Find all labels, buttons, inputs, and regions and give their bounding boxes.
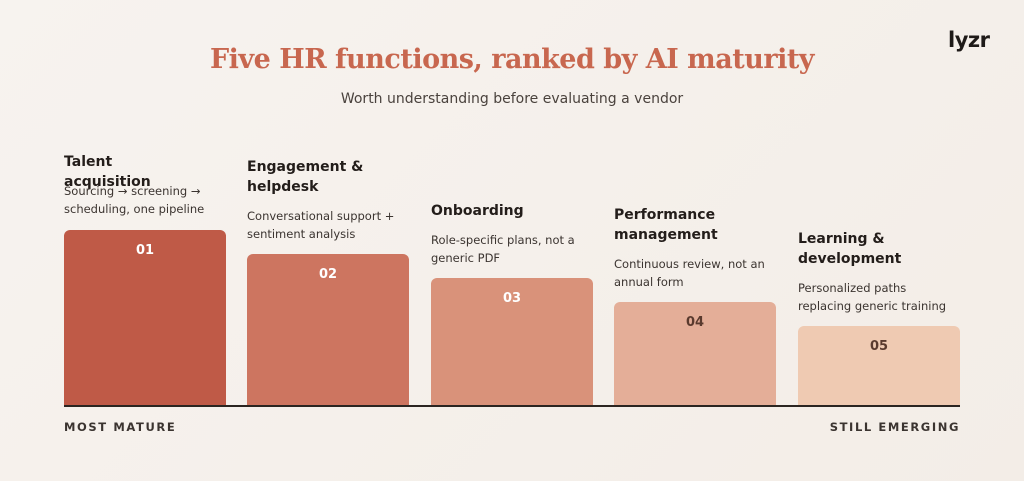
stage-description: Personalized paths replacing generic tra…: [798, 281, 947, 313]
subtitle: Worth understanding before evaluating a …: [340, 91, 684, 107]
baseline: [64, 405, 960, 407]
stage-description: Role-specific plans, not a generic PDF: [431, 233, 575, 265]
stage-number: 04: [685, 315, 705, 330]
stage-number: 01: [135, 243, 155, 258]
stage-bar: [247, 254, 409, 406]
stage-number: 05: [869, 339, 889, 354]
stage-title: Engagement & helpdesk: [247, 159, 364, 195]
stage-title: Talent acquisition: [64, 154, 151, 190]
stage-bar: [64, 230, 226, 406]
stage-description: Sourcing → screening → scheduling, one p…: [64, 184, 205, 216]
title: Five HR functions, ranked by AI maturity: [210, 44, 815, 75]
stage-number: 02: [318, 267, 338, 282]
brand-logo: lyzr: [948, 28, 990, 52]
stage-title: Performance management: [614, 207, 718, 243]
stage-title: Learning & development: [798, 231, 902, 267]
stage-bar: [614, 302, 776, 406]
stage-description: Continuous review, not an annual form: [614, 257, 765, 289]
stage-number: 03: [502, 291, 522, 306]
stage-bar: [431, 278, 593, 406]
footer-left: MOST MATURE: [64, 420, 177, 434]
stage-title: Onboarding: [431, 203, 524, 219]
stage-description: Conversational support + sentiment analy…: [247, 209, 395, 241]
stage-bar: [798, 326, 960, 406]
footer-right: STILL EMERGING: [829, 420, 960, 434]
